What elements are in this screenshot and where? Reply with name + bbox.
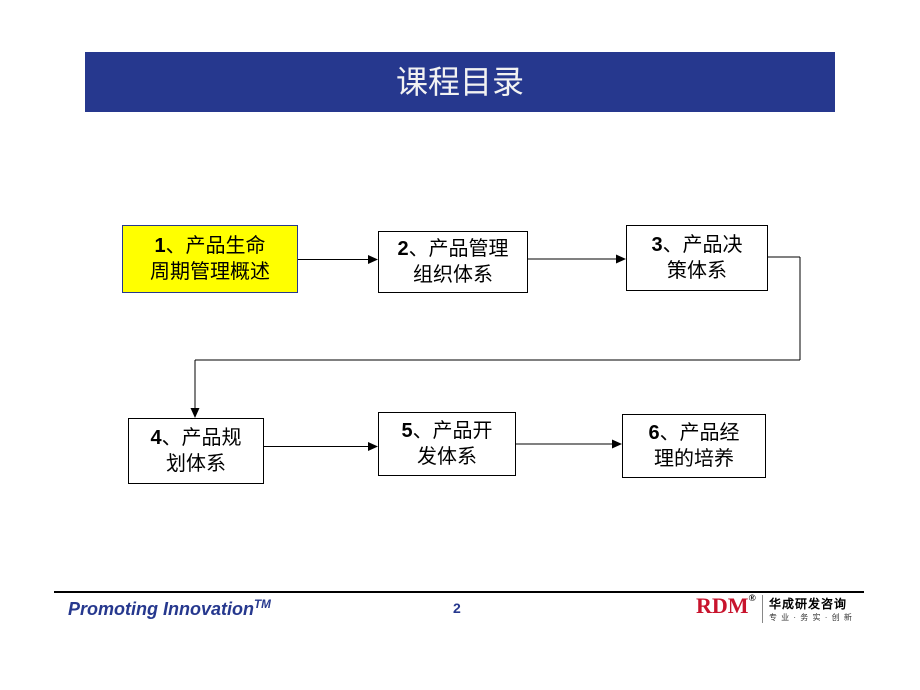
slide-title: 课程目录 bbox=[85, 52, 835, 112]
page-number: 2 bbox=[453, 600, 461, 616]
node-line1: 3、产品决 bbox=[651, 232, 742, 258]
rdm-logo-subtext: 华成研发咨询 专 业 · 务 实 · 创 新 bbox=[762, 595, 853, 623]
footer-logo: RDM® 华成研发咨询 专 业 · 务 实 · 创 新 bbox=[696, 595, 853, 623]
flow-node-n2: 2、产品管理组织体系 bbox=[378, 231, 528, 293]
rdm-logo-line1: 华成研发咨询 bbox=[769, 595, 847, 612]
flow-node-n4: 4、产品规划体系 bbox=[128, 418, 264, 484]
node-line2: 周期管理概述 bbox=[150, 259, 270, 285]
node-line1: 6、产品经 bbox=[648, 420, 739, 446]
node-number: 4 bbox=[150, 427, 161, 449]
node-number: 5 bbox=[401, 420, 412, 442]
node-number: 6 bbox=[648, 422, 659, 444]
footer-tagline-text: Promoting Innovation bbox=[68, 599, 254, 619]
flow-node-n5: 5、产品开发体系 bbox=[378, 412, 516, 476]
node-number: 3 bbox=[651, 234, 662, 256]
footer-tagline: Promoting InnovationTM bbox=[68, 598, 271, 620]
flow-node-n3: 3、产品决策体系 bbox=[626, 225, 768, 291]
trademark-icon: TM bbox=[254, 598, 271, 611]
flow-node-n1: 1、产品生命周期管理概述 bbox=[122, 225, 298, 293]
node-line1: 2、产品管理 bbox=[397, 236, 508, 262]
node-line2: 划体系 bbox=[166, 451, 226, 477]
registered-icon: ® bbox=[749, 593, 756, 604]
rdm-logo-text: RDM bbox=[696, 593, 749, 618]
node-line1: 5、产品开 bbox=[401, 418, 492, 444]
node-number: 2 bbox=[397, 238, 408, 260]
node-line2: 发体系 bbox=[417, 444, 477, 470]
slide-canvas: { "slide": { "width": 920, "height": 690… bbox=[0, 0, 920, 690]
rdm-logo-mark: RDM® bbox=[696, 595, 756, 617]
node-line2: 组织体系 bbox=[413, 262, 493, 288]
node-line1: 4、产品规 bbox=[150, 425, 241, 451]
rdm-logo-line2: 专 业 · 务 实 · 创 新 bbox=[769, 612, 853, 623]
node-line2: 策体系 bbox=[667, 258, 727, 284]
node-line1: 1、产品生命 bbox=[154, 233, 265, 259]
flow-node-n6: 6、产品经理的培养 bbox=[622, 414, 766, 478]
node-line2: 理的培养 bbox=[654, 446, 734, 472]
node-number: 1 bbox=[154, 235, 165, 257]
